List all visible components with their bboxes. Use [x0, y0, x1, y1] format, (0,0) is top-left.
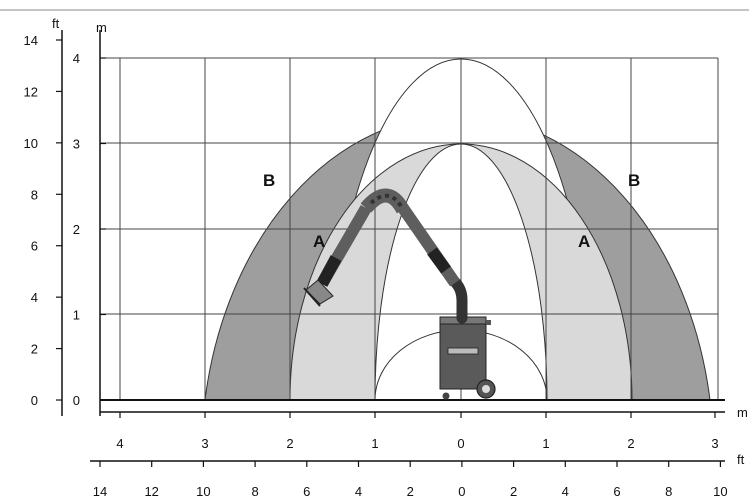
ft-x-tick-label: 2	[510, 484, 517, 499]
ft-y-tick-label: 2	[31, 342, 38, 357]
m-y-tick-label: 1	[73, 308, 80, 323]
arm-base-pipe	[450, 277, 468, 324]
m-y-tick-label: 0	[73, 393, 80, 408]
ft-x-tick-label: 6	[303, 484, 310, 499]
fume-extractor-machine	[303, 188, 496, 400]
ft-x-ticks: 14 12 10 8 6 4 2 0 2 4 6 8 10	[93, 461, 728, 499]
ft-x-tick-label: 14	[93, 484, 107, 499]
zone-label-a-right: A	[578, 232, 590, 251]
arm-upper-joint	[316, 255, 342, 287]
m-x-tick-label: 1	[542, 436, 549, 451]
zone-label-b-left: B	[263, 171, 275, 190]
m-x-ticks: 4 3 2 1 0 1 2 3	[116, 412, 719, 451]
ft-y-tick-label: 4	[31, 290, 38, 305]
hood-rim	[303, 287, 321, 307]
m-x-tick-label: 3	[711, 436, 718, 451]
ft-x-tick-label: 10	[713, 484, 727, 499]
m-x-tick-label: 0	[457, 436, 464, 451]
m-y-tick-label: 3	[73, 137, 80, 152]
ft-y-tick-label: 6	[31, 239, 38, 254]
wheel-small	[442, 392, 450, 400]
ft-y-tick-label: 14	[24, 33, 38, 48]
ft-x-tick-label: 4	[355, 484, 362, 499]
ft-y-tick-label: 12	[24, 84, 38, 99]
arm-lower-segment	[398, 204, 460, 287]
cabinet-handle	[447, 347, 479, 355]
m-x-tick-label: 2	[286, 436, 293, 451]
m-y-tick-label: 2	[73, 222, 80, 237]
m-x-tick-label: 1	[371, 436, 378, 451]
ft-x-tick-label: 0	[458, 484, 465, 499]
ft-x-tick-label: 2	[407, 484, 414, 499]
unit-label-ft-left: ft	[52, 16, 60, 31]
ft-x-tick-label: 4	[562, 484, 569, 499]
unit-label-m-left: m	[96, 20, 107, 35]
ft-x-tick-label: 8	[665, 484, 672, 499]
cabinet-knob	[486, 320, 491, 325]
ft-x-tick-label: 12	[144, 484, 158, 499]
arm-lower-joint	[427, 247, 451, 274]
ft-x-tick-label: 8	[251, 484, 258, 499]
ft-x-tick-label: 6	[613, 484, 620, 499]
zone-label-b-right: B	[628, 171, 640, 190]
ft-y-tick-label: 8	[31, 187, 38, 202]
m-x-tick-label: 3	[201, 436, 208, 451]
m-x-tick-label: 4	[116, 436, 123, 451]
ft-x-tick-label: 10	[196, 484, 210, 499]
unit-label-m-bottom: m	[737, 405, 748, 420]
zone-label-a-left: A	[313, 232, 325, 251]
wheel-large-hub	[482, 385, 490, 393]
ft-y-tick-label: 0	[31, 393, 38, 408]
m-y-ticks: 4 3 2 1 0	[73, 51, 106, 408]
ft-y-ticks: 14 12 10 8 6 4 2 0	[24, 33, 62, 408]
m-y-tick-label: 4	[73, 51, 80, 66]
arm-elbow-ribs	[367, 193, 403, 208]
unit-label-ft-bottom: ft	[737, 452, 745, 467]
ft-y-tick-label: 10	[24, 136, 38, 151]
m-x-tick-label: 2	[627, 436, 634, 451]
